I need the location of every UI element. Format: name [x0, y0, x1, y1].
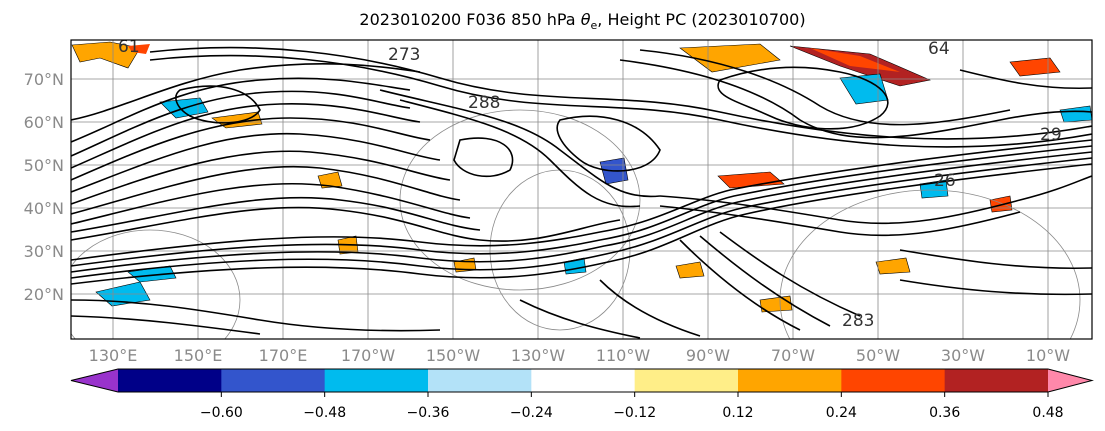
- lat-label: 30°N: [24, 242, 64, 261]
- lon-label: 50°W: [856, 346, 900, 365]
- lon-label: 10°W: [1026, 346, 1070, 365]
- colorbar-tick-label: 0.24: [826, 405, 857, 421]
- lat-label: 20°N: [24, 285, 64, 304]
- colorbar-segment: [531, 369, 636, 392]
- colorbar-tick-label: 0.36: [929, 405, 960, 421]
- colorbar-tick-label: −0.12: [613, 405, 656, 421]
- map-title: 2023010200 F036 850 hPa θe, Height PC (2…: [0, 10, 1105, 32]
- colorbar-outline: [70, 368, 1094, 393]
- colorbar-segment: [428, 369, 532, 392]
- latitude-labels: 70°N 60°N 50°N 40°N 30°N 20°N: [24, 70, 64, 304]
- lon-label: 110°W: [596, 346, 651, 365]
- colorbar-segment: [221, 369, 326, 392]
- contour-label: 26: [934, 171, 956, 191]
- colorbar-tick-label: −0.60: [200, 405, 243, 421]
- contour-label: 29: [1040, 125, 1062, 145]
- colorbar-extend-low: [71, 369, 118, 392]
- colorbar-segment: [634, 369, 739, 392]
- lon-label: 130°W: [511, 346, 566, 365]
- lon-label: 150°E: [174, 346, 223, 365]
- colorbar-segment: [324, 369, 429, 392]
- map-plot-area: 273 288 29 26 61 64 283: [71, 37, 1092, 339]
- colorbar-tick-label: −0.48: [303, 405, 346, 421]
- contour-label: 64: [928, 39, 950, 59]
- colorbar-segment: [738, 369, 842, 392]
- lat-label: 40°N: [24, 199, 64, 218]
- contour-label: 288: [468, 93, 500, 113]
- map-frame: [70, 39, 1093, 340]
- longitude-labels: 130°E 150°E 170°E 170°W 150°W 130°W 110°…: [89, 346, 1071, 365]
- lat-label: 50°N: [24, 156, 64, 175]
- lon-label: 130°E: [89, 346, 138, 365]
- title-prefix: 2023010200 F036 850 hPa: [359, 10, 581, 29]
- title-theta: θ: [580, 10, 591, 29]
- lon-label: 150°W: [426, 346, 481, 365]
- lon-label: 170°W: [341, 346, 396, 365]
- colorbar-segment: [118, 369, 222, 392]
- lon-label: 170°E: [259, 346, 308, 365]
- contour-label: 273: [388, 45, 420, 65]
- contour-labels: 273 288 29 26 61 64 283: [118, 37, 1062, 331]
- colorbar: −0.60 −0.48 −0.36 −0.24 −0.12 0.12 0.24 0.36 0.4…: [70, 368, 1094, 421]
- theta-e-contours: [71, 46, 1092, 339]
- colorbar-extend-high: [1048, 369, 1092, 392]
- colorbar-tick-label: 0.48: [1032, 405, 1063, 421]
- colorbar-segment: [841, 369, 946, 392]
- colorbar-tick-label: −0.24: [510, 405, 553, 421]
- lat-label: 60°N: [24, 113, 64, 132]
- contour-label: 283: [842, 311, 874, 331]
- colorbar-tick-label: 0.12: [722, 405, 753, 421]
- colorbar-segment: [944, 369, 1049, 392]
- lon-label: 70°W: [771, 346, 815, 365]
- colorbar-tick-label: −0.36: [407, 405, 450, 421]
- title-suffix: , Height PC (2023010700): [597, 10, 806, 29]
- lon-label: 90°W: [686, 346, 730, 365]
- title-theta-sub: e: [590, 19, 598, 33]
- contour-label: 61: [118, 37, 140, 57]
- lat-label: 70°N: [24, 70, 64, 89]
- lon-label: 30°W: [941, 346, 985, 365]
